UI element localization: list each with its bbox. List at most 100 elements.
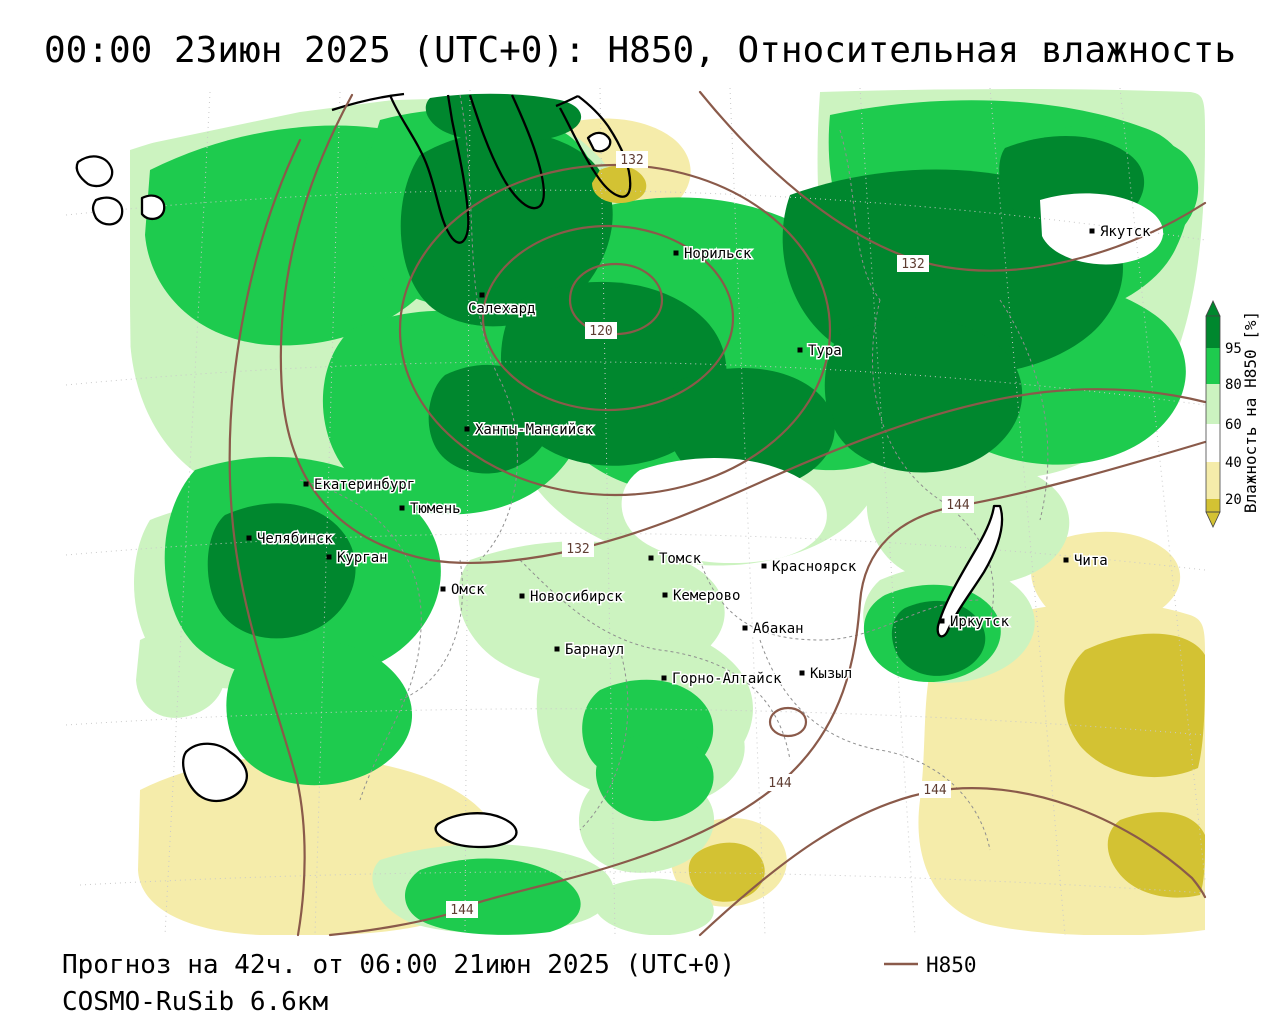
- humidity-95-shape: [400, 131, 613, 327]
- contour-value-label: 144: [450, 903, 474, 918]
- graticule-layer: [65, 87, 1206, 936]
- city-label-Горно-Алтайск: Горно-Алтайск: [672, 671, 782, 687]
- humidity-lt20-layer: [592, 165, 1205, 902]
- lake: [181, 742, 249, 803]
- colorbar: 95 80 60 40 20 Влажность на H850 [%]: [1205, 300, 1260, 528]
- dry-pockets-shape: [1040, 193, 1164, 265]
- city-marker-Абакан: [742, 625, 748, 631]
- colorbar-tick-95: 95: [1225, 341, 1242, 357]
- city-marker-Иркутск: [939, 618, 945, 624]
- city-label-Курган: Курган: [337, 550, 388, 566]
- lake: [434, 812, 518, 849]
- city-marker-Тура: [797, 347, 803, 353]
- city-marker-Курган: [326, 554, 332, 560]
- humidity-60-80-shape: [866, 457, 1070, 587]
- city-label-Чита: Чита: [1074, 553, 1108, 569]
- colorbar-axis-label: Влажность на H850 [%]: [1241, 311, 1260, 513]
- city-marker-Чита: [1063, 557, 1069, 563]
- model-caption: COSMO-RuSib 6.6км: [62, 987, 328, 1017]
- contour-label-box: [585, 322, 617, 339]
- city-marker-Новосибирск: [519, 593, 525, 599]
- contour-label-box: [562, 540, 594, 557]
- colorbar-seg-60-80: [1206, 384, 1220, 424]
- contour-value-label: 144: [946, 498, 970, 513]
- city-label-Томск: Томск: [659, 551, 702, 567]
- contour-label-box: [446, 901, 478, 918]
- legend-label-h850: H850: [926, 953, 977, 977]
- colorbar-tick-80: 80: [1225, 377, 1242, 393]
- arctic-coast: [331, 92, 579, 112]
- contour-value-label: 132: [620, 153, 643, 168]
- city-marker-Барнаул: [554, 646, 560, 652]
- city-label-Норильск: Норильск: [684, 246, 752, 262]
- city-label-Тура: Тура: [808, 343, 842, 359]
- humidity-95-shape: [824, 317, 1023, 473]
- colorbar-tick-20: 20: [1225, 492, 1242, 508]
- contour-value-label: 120: [589, 324, 612, 339]
- taz-gulf-coast: [558, 95, 632, 198]
- city-label-Барнаул: Барнаул: [565, 642, 624, 658]
- graticule-shape: [164, 87, 1206, 936]
- contour-144-se: [698, 787, 1207, 937]
- island: [91, 196, 124, 226]
- city-label-Омск: Омск: [451, 582, 485, 598]
- humidity-80-95-shape: [226, 640, 413, 786]
- humidity-lt20-shape: [592, 165, 647, 204]
- island: [586, 131, 612, 153]
- colorbar-seg-80-95: [1206, 348, 1220, 384]
- city-label-Новосибирск: Новосибирск: [530, 589, 623, 605]
- humidity-80-95-shape: [595, 733, 714, 822]
- island: [140, 194, 166, 221]
- contour-value-label: 132: [901, 257, 924, 272]
- city-marker-Челябинск: [246, 535, 252, 541]
- city-marker-Якутск: [1089, 228, 1095, 234]
- contour-value-label: 144: [768, 776, 792, 791]
- humidity-60-80-shape: [595, 878, 714, 935]
- contour-labels-layer: 132 132 120 132 144 144 144 144: [446, 151, 974, 918]
- city-marker-Томск: [648, 555, 654, 561]
- city-label-Челябинск: Челябинск: [257, 531, 333, 547]
- city-marker-Омск: [440, 586, 446, 592]
- contour-value-label: 144: [923, 783, 947, 798]
- colorbar-seg-95: [1206, 316, 1220, 348]
- contour-label-box: [897, 255, 929, 272]
- city-marker-Кызыл: [799, 670, 805, 676]
- region-borders-layer: [299, 94, 1049, 851]
- colorbar-seg-20-40: [1206, 462, 1220, 499]
- coastline-layer: [75, 92, 1004, 849]
- contour-label-box: [919, 781, 951, 798]
- contour-value-label: 132: [566, 542, 589, 557]
- lake-baikal: [936, 504, 1004, 638]
- humidity-95-shape: [425, 93, 582, 143]
- city-label-Ханты-Мансийск: Ханты-Мансийск: [475, 422, 594, 438]
- city-label-Иркутск: Иркутск: [950, 614, 1010, 630]
- gulf-coast: [468, 94, 545, 210]
- cities-layer: Норильск Якутск Салехард Тура Ханты-Мансийск…: [246, 223, 1153, 689]
- city-marker-Екатеринбург: [303, 481, 309, 487]
- humidity-field: [130, 89, 1205, 935]
- contour-small-oval: [768, 706, 808, 738]
- colorbar-tick-40: 40: [1225, 455, 1242, 471]
- contour-label-box: [764, 774, 796, 791]
- city-label-Якутск: Якутск: [1100, 224, 1151, 240]
- contour-label-box: [616, 151, 648, 168]
- humidity-lt20-shape: [1064, 633, 1205, 778]
- colorbar-ticks-layer: 95 80 60 40 20: [1225, 341, 1242, 508]
- city-marker-Тюмень: [399, 505, 405, 511]
- city-marker-Норильск: [673, 250, 679, 256]
- region-borders-shape: [299, 94, 1049, 851]
- contour-label-box: [942, 496, 974, 513]
- humidity-95-shape: [428, 364, 552, 474]
- ob-gulf-coast: [388, 94, 470, 244]
- city-label-Кызыл: Кызыл: [810, 666, 852, 682]
- colorbar-seg-40-60: [1206, 424, 1220, 462]
- island: [75, 155, 114, 188]
- contour-west: [228, 138, 306, 937]
- contour-132-loop: [398, 163, 832, 497]
- city-label-Абакан: Абакан: [753, 621, 804, 637]
- city-marker-Ханты-Мансийск: [464, 426, 470, 432]
- colorbar-seg-lt20: [1206, 499, 1220, 512]
- city-label-Кемерово: Кемерово: [673, 588, 740, 604]
